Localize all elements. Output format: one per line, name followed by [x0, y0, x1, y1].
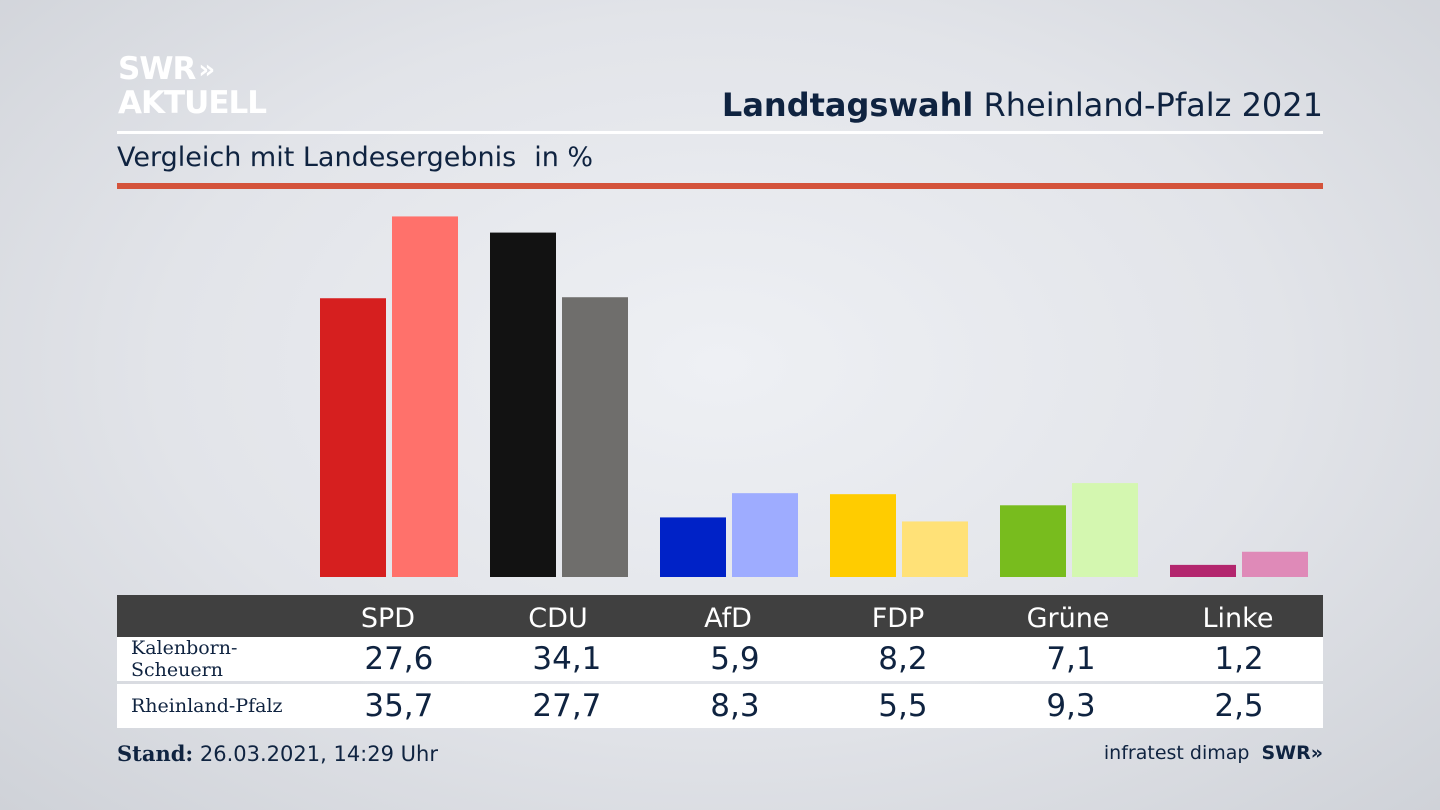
table-row: Rheinland-Pfalz 35,7 27,7 8,3 5,5 9,3 2,… — [117, 684, 1323, 728]
party-header: AfD — [704, 602, 752, 634]
bar-afd-series-1 — [660, 517, 726, 577]
stand-label: Stand: — [117, 741, 194, 766]
accent-divider — [117, 183, 1323, 189]
results-table: SPD CDU AfD FDP Grüne Linke Kalenborn-Sc… — [117, 595, 1323, 728]
value-cell: 7,1 — [1046, 641, 1096, 677]
row-label: Kalenborn-Scheuern — [131, 637, 238, 681]
swr-aktuell-logo: SWR» AKTUELL — [118, 51, 267, 121]
value-cell: 8,2 — [878, 641, 928, 677]
stand-value: 26.03.2021, 14:29 Uhr — [199, 742, 438, 766]
value-cell: 1,2 — [1214, 641, 1264, 677]
logo-aktuell-text: AKTUELL — [118, 85, 267, 121]
logo-chevron-icon: » — [198, 54, 215, 85]
value-cell: 8,3 — [710, 688, 760, 724]
subtitle-text: Vergleich mit Landesergebnis — [117, 142, 517, 173]
swr-logo: SWR» — [1261, 742, 1323, 764]
title-rest: Rheinland-Pfalz 2021 — [983, 86, 1323, 124]
source-text: infratest dimap — [1103, 742, 1250, 764]
value-cell: 2,5 — [1214, 688, 1264, 724]
value-cell: 35,7 — [364, 688, 434, 724]
bar-spd-series-1 — [320, 298, 386, 577]
title-bold: Landtagswahl — [721, 86, 974, 124]
bar-afd-series-2 — [732, 493, 798, 577]
value-cell: 27,6 — [364, 641, 434, 677]
header-spacer — [117, 595, 303, 637]
table-header: SPD CDU AfD FDP Grüne Linke — [117, 595, 1323, 637]
page-title: Landtagswahl Rheinland-Pfalz 2021 — [722, 86, 1323, 124]
party-header: Linke — [1202, 602, 1274, 634]
timestamp: Stand: 26.03.2021, 14:29 Uhr — [117, 741, 438, 766]
bar-fdp-series-2 — [902, 521, 968, 577]
chart-subtitle: Vergleich mit Landesergebnis in % — [117, 142, 593, 173]
table-row: Kalenborn-Scheuern 27,6 34,1 5,9 8,2 7,1… — [117, 637, 1323, 681]
bar-spd-series-2 — [392, 216, 458, 577]
bar-grne-series-2 — [1072, 483, 1138, 577]
logo-swr-text: SWR — [118, 51, 196, 87]
bar-cdu-series-2 — [562, 297, 628, 577]
value-cell: 34,1 — [532, 641, 602, 677]
party-header: Grüne — [1026, 602, 1110, 634]
bar-linke-series-1 — [1170, 564, 1236, 577]
row-label: Rheinland-Pfalz — [131, 695, 283, 717]
party-header: SPD — [360, 602, 416, 634]
value-cell: 27,7 — [532, 688, 602, 724]
title-divider — [117, 131, 1323, 134]
value-cell: 5,5 — [878, 688, 928, 724]
value-cell: 9,3 — [1046, 688, 1096, 724]
source-credit: infratest dimap SWR» — [1104, 742, 1323, 764]
value-cell: 5,9 — [710, 641, 760, 677]
bar-cdu-series-1 — [490, 232, 556, 577]
bar-grne-series-1 — [1000, 505, 1066, 577]
bar-linke-series-2 — [1242, 551, 1308, 577]
party-header: FDP — [871, 602, 925, 634]
subtitle-unit: in % — [534, 142, 594, 173]
bar-fdp-series-1 — [830, 494, 896, 577]
bar-chart — [320, 216, 1308, 577]
party-header: CDU — [528, 602, 588, 634]
